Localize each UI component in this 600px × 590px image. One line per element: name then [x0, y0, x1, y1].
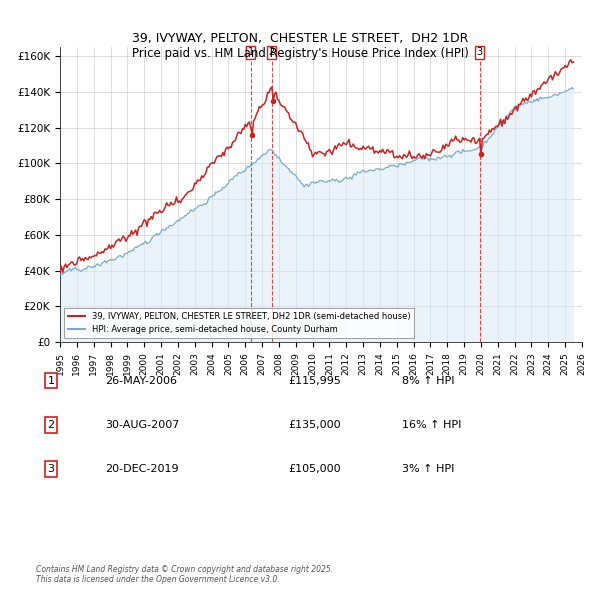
Text: 30-AUG-2007: 30-AUG-2007	[105, 420, 179, 430]
Text: 3% ↑ HPI: 3% ↑ HPI	[402, 464, 454, 474]
Text: 3: 3	[476, 47, 482, 57]
Text: 20-DEC-2019: 20-DEC-2019	[105, 464, 179, 474]
Text: £115,995: £115,995	[288, 376, 341, 385]
Text: 16% ↑ HPI: 16% ↑ HPI	[402, 420, 461, 430]
Text: 2: 2	[47, 420, 55, 430]
Text: Price paid vs. HM Land Registry's House Price Index (HPI): Price paid vs. HM Land Registry's House …	[131, 47, 469, 60]
Text: 2: 2	[269, 47, 275, 57]
Text: 1: 1	[47, 376, 55, 385]
Text: Contains HM Land Registry data © Crown copyright and database right 2025.
This d: Contains HM Land Registry data © Crown c…	[36, 565, 333, 584]
Legend: 39, IVYWAY, PELTON, CHESTER LE STREET, DH2 1DR (semi-detached house), HPI: Avera: 39, IVYWAY, PELTON, CHESTER LE STREET, D…	[64, 307, 415, 338]
Text: 39, IVYWAY, PELTON,  CHESTER LE STREET,  DH2 1DR: 39, IVYWAY, PELTON, CHESTER LE STREET, D…	[132, 32, 468, 45]
Text: 3: 3	[47, 464, 55, 474]
Text: £105,000: £105,000	[288, 464, 341, 474]
Text: 1: 1	[248, 47, 254, 57]
Text: 26-MAY-2006: 26-MAY-2006	[105, 376, 177, 385]
Text: 8% ↑ HPI: 8% ↑ HPI	[402, 376, 455, 385]
Text: £135,000: £135,000	[288, 420, 341, 430]
